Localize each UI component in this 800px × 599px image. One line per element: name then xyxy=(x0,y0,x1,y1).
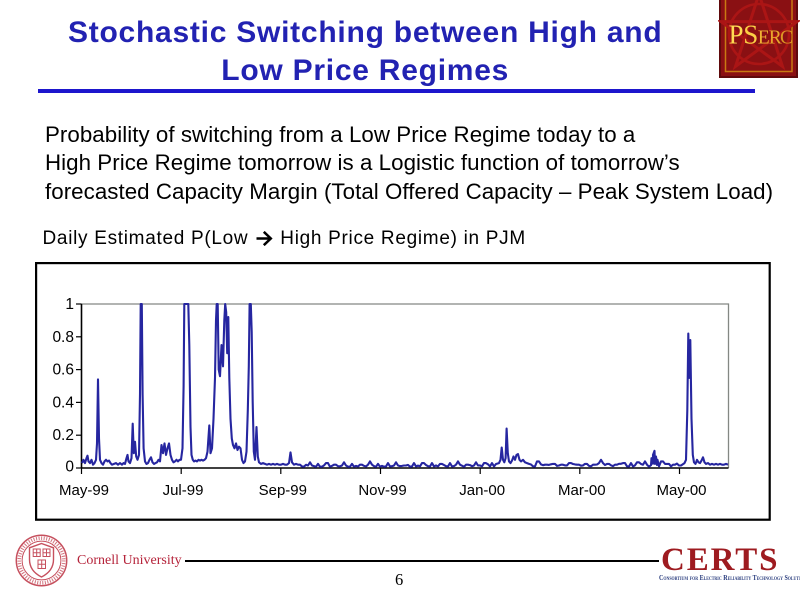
svg-text:C: C xyxy=(780,28,793,49)
svg-text:Jan-00: Jan-00 xyxy=(459,482,505,499)
svg-text:E: E xyxy=(758,28,770,49)
svg-text:0.4: 0.4 xyxy=(52,394,74,411)
svg-text:0.2: 0.2 xyxy=(52,427,74,444)
svg-text:R: R xyxy=(769,28,782,49)
svg-text:Mar-00: Mar-00 xyxy=(558,482,606,499)
svg-text:0.8: 0.8 xyxy=(52,329,74,346)
svg-text:Jul-99: Jul-99 xyxy=(163,482,204,499)
svg-text:Sep-99: Sep-99 xyxy=(259,482,307,499)
svg-text:0.6: 0.6 xyxy=(52,362,74,379)
svg-text:0: 0 xyxy=(65,459,74,476)
svg-text:S: S xyxy=(743,20,758,50)
svg-text:Nov-99: Nov-99 xyxy=(358,482,406,499)
svg-text:1: 1 xyxy=(65,296,74,313)
svg-text:P: P xyxy=(729,20,744,50)
svg-text:May-00: May-00 xyxy=(656,482,706,499)
svg-text:May-99: May-99 xyxy=(59,482,109,499)
